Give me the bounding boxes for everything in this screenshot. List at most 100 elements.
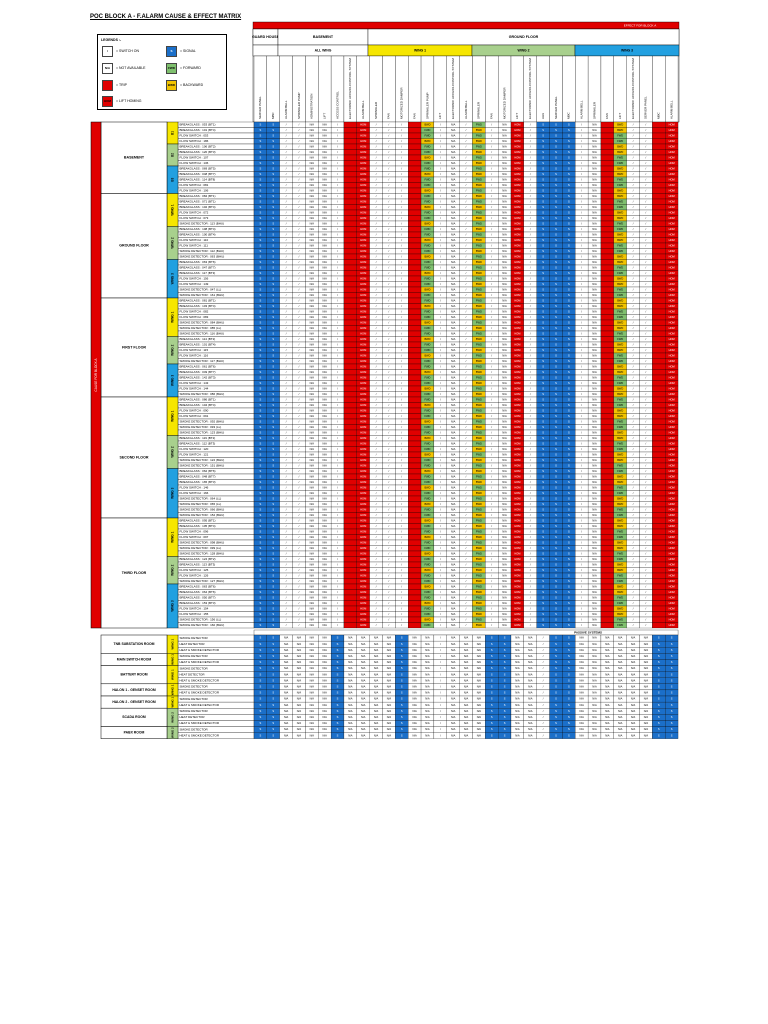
matrix-cell [343, 176, 357, 183]
matrix-cell-text: N/A [323, 243, 328, 247]
matrix-cell-text: N/A [592, 287, 597, 291]
matrix-cell-text: N/A [451, 469, 456, 473]
matrix-cell-text: S [272, 359, 274, 363]
cause-row-label: BREAKGLASS : 100 (BT4) [180, 233, 216, 237]
column-header-label: FAN [387, 113, 391, 119]
matrix-cell-text: HOM [514, 397, 520, 401]
matrix-cell-text: N/A [502, 271, 507, 275]
cause-row-label: SMOKE DETECTOR : 085 (LL) [180, 326, 222, 330]
matrix-cell-text: N/A [451, 331, 456, 335]
matrix-cell-text: S [555, 210, 557, 214]
matrix-cell-text: N/A [592, 392, 597, 396]
matrix-cell-text: HOM [360, 128, 366, 132]
legend-text-switch: = SWITCH ON [116, 49, 139, 53]
matrix-cell-text: HOM [669, 342, 675, 346]
matrix-cell [408, 132, 422, 139]
matrix-cell-text: N/A [502, 419, 507, 423]
matrix-cell-text: N/A [592, 518, 597, 522]
matrix-cell-text: BWD [617, 260, 623, 264]
matrix-cell-text: HOM [514, 469, 520, 473]
column-header-cell [433, 55, 447, 123]
matrix-cell-text: N/A [451, 243, 456, 247]
matrix-cell-text: FWD [476, 232, 482, 236]
matrix-cell-text: S [272, 425, 274, 429]
matrix-cell-text: S [260, 403, 262, 407]
matrix-cell-text: HOM [360, 276, 366, 280]
matrix-cell-text: HOM [669, 221, 675, 225]
matrix-cell-text: S [568, 304, 570, 308]
matrix-cell-text: N/A [502, 463, 507, 467]
matrix-cell-text: S [555, 447, 557, 451]
matrix-cell-text: FWD [476, 155, 482, 159]
matrix-cell-text: S [555, 205, 557, 209]
matrix-cell-text: S [555, 359, 557, 363]
matrix-cell-text: S [555, 392, 557, 396]
matrix-cell-text: FWD [425, 265, 431, 269]
matrix-cell [652, 457, 666, 464]
matrix-cell [343, 198, 357, 205]
matrix-cell [343, 292, 357, 299]
matrix-cell-text: S [568, 320, 570, 324]
matrix-cell-text: S [568, 128, 570, 132]
cause-row-label: BREAKGLASS : 071 (BT1) [180, 200, 216, 204]
matrix-cell [408, 253, 422, 260]
matrix-cell [600, 495, 614, 502]
matrix-cell-text: BWD [476, 513, 482, 517]
matrix-cell-text: HOM [669, 414, 675, 418]
matrix-cell-text: S [542, 353, 544, 357]
matrix-cell-text: FWD [617, 359, 623, 363]
matrix-cell-text: HOM [514, 364, 520, 368]
matrix-cell-text: FWD [476, 221, 482, 225]
matrix-cell-text: N/A [502, 491, 507, 495]
matrix-cell-text: N/A [323, 502, 328, 506]
matrix-cell-text: HOM [360, 474, 366, 478]
matrix-cell-text: S [272, 216, 274, 220]
matrix-cell [408, 121, 422, 128]
matrix-cell [343, 407, 357, 414]
matrix-cell [652, 281, 666, 288]
matrix-cell-text: BWD [424, 485, 430, 489]
matrix-cell-text: FWD [476, 463, 482, 467]
column-header-label: SERVER PANEL [644, 96, 648, 119]
matrix-cell-text: N/A [323, 315, 328, 319]
matrix-cell-text: FWD [425, 227, 431, 231]
matrix-cell [652, 385, 666, 392]
matrix-cell-text: HOM [669, 287, 675, 291]
matrix-cell [600, 242, 614, 249]
matrix-cell-text: N/A [592, 535, 597, 539]
matrix-cell-text: N/A [592, 337, 597, 341]
matrix-cell [652, 121, 666, 128]
matrix-cell [343, 451, 357, 458]
matrix-cell-text: FWD [425, 342, 431, 346]
matrix-cell-text: N/A [310, 150, 315, 154]
matrix-cell-text: N/A [451, 496, 456, 500]
matrix-cell [652, 193, 666, 200]
matrix-cell-text: FWD [425, 458, 431, 462]
matrix-cell-text: S [555, 293, 557, 297]
cause-row-label: BREAKGLASS : 114 (BT2) [180, 337, 216, 341]
matrix-cell-text: S [555, 320, 557, 324]
matrix-cell [408, 187, 422, 194]
matrix-cell-text: HOM [360, 243, 366, 247]
matrix-cell-text: HOM [669, 518, 675, 522]
matrix-cell [408, 396, 422, 403]
matrix-cell-text: N/A [592, 238, 597, 242]
matrix-cell-text: N/A [323, 397, 328, 401]
matrix-cell-text: HOM [514, 155, 520, 159]
matrix-cell-text: N/A [502, 342, 507, 346]
matrix-cell-text: N/A [592, 408, 597, 412]
matrix-cell-text: S [555, 535, 557, 539]
matrix-cell-text: HOM [360, 381, 366, 385]
matrix-cell [343, 468, 357, 475]
matrix-cell [408, 193, 422, 200]
matrix-cell [343, 187, 357, 194]
matrix-cell [652, 330, 666, 337]
matrix-cell-text: FWD [617, 243, 623, 247]
matrix-cell [343, 418, 357, 425]
matrix-cell-text: N/A [592, 205, 597, 209]
matrix-cell-text: N/A [323, 452, 328, 456]
matrix-cell-text: FWD [476, 166, 482, 170]
matrix-cell-text: HOM [514, 419, 520, 423]
matrix-cell-text: S [260, 491, 262, 495]
column-header-label: LIFT [438, 113, 442, 119]
